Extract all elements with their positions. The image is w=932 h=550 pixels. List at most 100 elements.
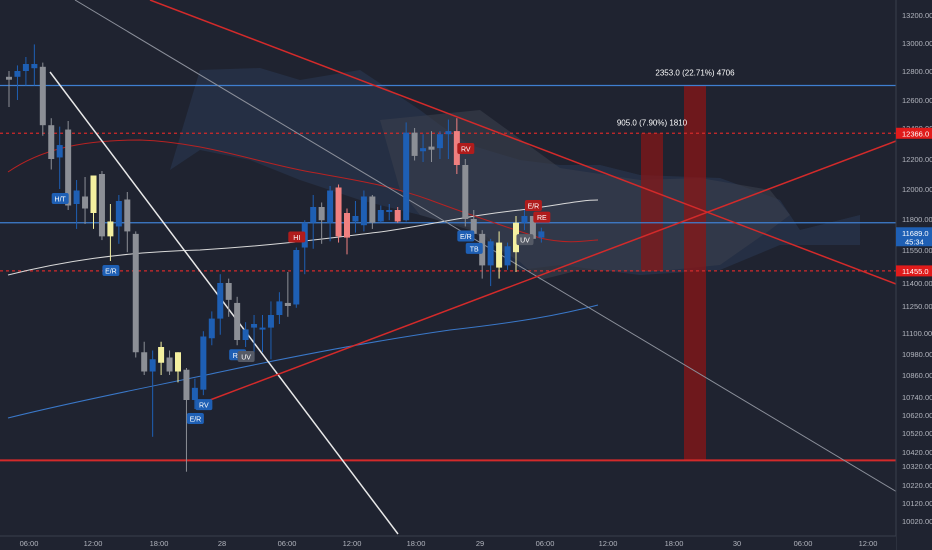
candle-body[interactable] — [293, 250, 300, 305]
x-tick-label: 06:00 — [278, 539, 297, 548]
x-tick-label: 12:00 — [859, 539, 878, 548]
time-axis[interactable] — [0, 536, 896, 550]
candle-body[interactable] — [259, 327, 266, 330]
candle-body[interactable] — [234, 302, 241, 340]
candle-body[interactable] — [453, 131, 460, 165]
candle-body[interactable] — [521, 216, 528, 223]
candle-body[interactable] — [149, 359, 156, 372]
x-tick-label: 18:00 — [150, 539, 169, 548]
candle-body[interactable] — [276, 301, 283, 315]
signal-badge — [516, 234, 534, 246]
candle-body[interactable] — [73, 190, 80, 205]
y-tick-label: 12000.00 — [902, 185, 932, 194]
y-tick-label: 10740.00 — [902, 393, 932, 402]
measure-bar-2 — [684, 85, 706, 461]
candle-body[interactable] — [403, 132, 410, 221]
candle-body[interactable] — [513, 222, 519, 253]
candle-body[interactable] — [183, 369, 190, 400]
candle-body[interactable] — [191, 387, 198, 400]
candle-body[interactable] — [132, 233, 139, 353]
signal-label: RV — [461, 147, 471, 154]
candle-body[interactable] — [56, 145, 63, 158]
y-tick-label: 12600.00 — [902, 96, 932, 105]
signal-label: UV — [520, 238, 530, 245]
candle-body[interactable] — [225, 283, 232, 300]
candle-body[interactable] — [445, 131, 452, 135]
y-tick-label: 11800.00 — [902, 215, 932, 224]
candle-body[interactable] — [470, 219, 477, 234]
y-tick-label: 11550.00 — [902, 246, 932, 255]
candle-body[interactable] — [352, 216, 359, 222]
candle-body[interactable] — [436, 134, 443, 149]
candle-body[interactable] — [310, 207, 317, 223]
candle-body[interactable] — [115, 201, 122, 227]
candle-body[interactable] — [411, 132, 418, 156]
x-tick-label: 12:00 — [599, 539, 618, 548]
candle-body[interactable] — [335, 187, 342, 237]
ma-blue — [7, 304, 599, 419]
y-tick-label: 10980.00 — [902, 350, 932, 359]
candle-body[interactable] — [487, 241, 494, 266]
candle-body[interactable] — [98, 174, 105, 237]
price-badge-label: 11689.0 — [902, 229, 929, 238]
candle-body[interactable] — [496, 242, 503, 268]
x-tick-label: 12:00 — [343, 539, 362, 548]
signal-badge — [533, 211, 551, 223]
y-tick-label: 10120.00 — [902, 499, 932, 508]
candle-body[interactable] — [208, 318, 215, 339]
candle-body[interactable] — [175, 352, 181, 372]
candle-body[interactable] — [31, 64, 38, 69]
signal-badge — [186, 413, 204, 424]
candle-body[interactable] — [267, 315, 274, 328]
price-badge-label: 11455.0 — [902, 267, 929, 276]
candle-body[interactable] — [141, 352, 148, 372]
x-tick-label: 18:00 — [665, 539, 684, 548]
candle-body[interactable] — [82, 196, 89, 209]
trendline-gray[interactable] — [74, 0, 898, 493]
candle-body[interactable] — [377, 210, 384, 222]
candle-body[interactable] — [344, 213, 350, 238]
trendline-red-down[interactable] — [149, 0, 897, 285]
candle-body[interactable] — [107, 221, 114, 237]
y-tick-label: 10320.00 — [902, 462, 932, 471]
signal-label: E/R — [190, 417, 202, 424]
candle-body[interactable] — [90, 175, 97, 214]
candle-body[interactable] — [394, 210, 401, 222]
candle-body[interactable] — [386, 210, 393, 212]
y-tick-label: 12800.00 — [902, 67, 932, 76]
candle-body[interactable] — [369, 196, 376, 223]
candle-body[interactable] — [428, 146, 435, 150]
candle-body[interactable] — [200, 336, 207, 390]
candle-body[interactable] — [22, 64, 29, 71]
candle-body[interactable] — [166, 357, 173, 372]
candle-body[interactable] — [242, 329, 249, 340]
price-badge-countdown: 45:34 — [905, 237, 924, 246]
candle-body[interactable] — [158, 347, 165, 363]
x-tick-label: 28 — [218, 539, 226, 548]
candle-body[interactable] — [284, 302, 291, 306]
candle-body[interactable] — [124, 199, 131, 232]
candle-body[interactable] — [529, 216, 536, 239]
candle-body[interactable] — [318, 207, 325, 221]
candle-body[interactable] — [39, 66, 46, 126]
candle-body[interactable] — [462, 165, 469, 219]
candle-body[interactable] — [538, 231, 545, 238]
candle-body[interactable] — [504, 246, 511, 266]
candle-body[interactable] — [217, 283, 224, 319]
x-tick-label: 06:00 — [536, 539, 555, 548]
y-tick-label: 11100.00 — [902, 329, 932, 338]
candle-body[interactable] — [251, 324, 258, 328]
candle-body[interactable] — [65, 129, 72, 206]
signal-label: TB — [470, 246, 479, 253]
candle-body[interactable] — [360, 196, 367, 226]
trendline-white[interactable] — [49, 71, 399, 535]
candle-body[interactable] — [14, 71, 21, 77]
measure-label-2: 2353.0 (22.71%) 4706 — [655, 69, 735, 78]
candle-body[interactable] — [420, 148, 427, 152]
x-tick-label: 18:00 — [407, 539, 426, 548]
candle-body[interactable] — [327, 190, 334, 223]
candle-body[interactable] — [6, 76, 12, 80]
trendline-red-up[interactable] — [209, 140, 897, 401]
candle-body[interactable] — [48, 125, 55, 159]
